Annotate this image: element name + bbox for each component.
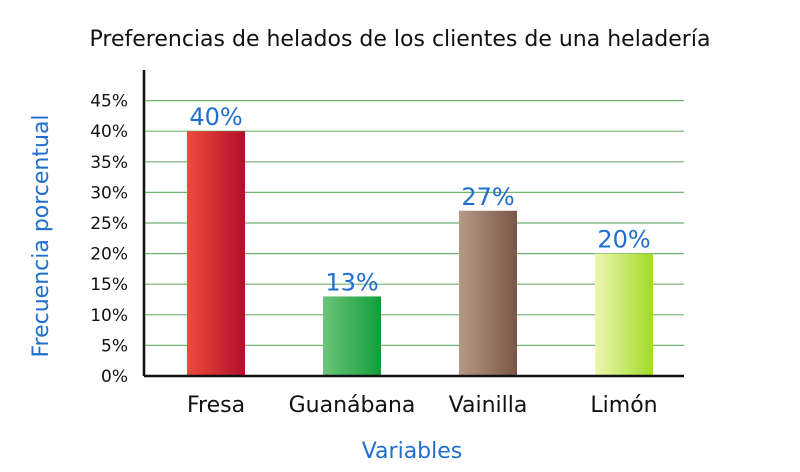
y-tick-label: 45% xyxy=(90,92,128,112)
y-tick-label: 25% xyxy=(90,214,128,234)
y-tick-label: 30% xyxy=(90,183,128,203)
x-axis-categories: Fresa Guanábana Vainilla Limón xyxy=(187,393,658,418)
data-labels: 40% 13% 27% 20% xyxy=(189,103,650,296)
category-label: Fresa xyxy=(187,393,245,418)
y-tick-label: 5% xyxy=(101,336,128,356)
y-axis-ticks: 0% 5% 10% 15% 20% 25% 30% 35% 40% 45% xyxy=(90,92,128,387)
bars xyxy=(187,131,653,376)
data-label: 13% xyxy=(325,268,378,296)
category-label: Limón xyxy=(590,393,657,418)
data-label: 20% xyxy=(597,226,650,254)
bar xyxy=(595,253,653,376)
y-tick-label: 10% xyxy=(90,306,128,326)
bar xyxy=(459,210,517,376)
y-tick-label: 0% xyxy=(101,367,128,387)
chart-title: Preferencias de helados de los clientes … xyxy=(90,27,711,52)
data-label: 27% xyxy=(461,183,514,211)
y-tick-label: 35% xyxy=(90,153,128,173)
category-label: Vainilla xyxy=(449,393,528,418)
y-axis-label: Frecuencia porcentual xyxy=(29,114,54,357)
bar xyxy=(187,131,245,376)
y-tick-label: 20% xyxy=(90,245,128,265)
bar xyxy=(323,296,381,376)
y-tick-label: 15% xyxy=(90,275,128,295)
y-tick-label: 40% xyxy=(90,122,128,142)
category-label: Guanábana xyxy=(289,393,416,418)
data-label: 40% xyxy=(189,103,242,131)
x-axis-label: Variables xyxy=(362,439,463,464)
